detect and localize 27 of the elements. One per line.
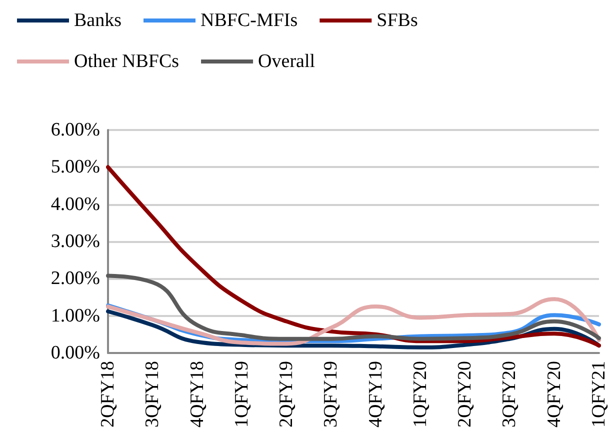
- legend-label: Other NBFCs: [74, 51, 180, 72]
- y-tick-label: 4.00%: [50, 194, 100, 215]
- x-tick-label: 4QFY20: [544, 361, 565, 428]
- x-tick-label: 2QFY20: [454, 361, 476, 428]
- y-tick-label: 5.00%: [50, 156, 100, 178]
- legend-label: Banks: [74, 10, 122, 31]
- x-tick-label: 3QFY18: [142, 361, 164, 428]
- x-tick-label: 4QFY19: [365, 361, 386, 428]
- x-tick-label: 3QFY19: [320, 361, 342, 428]
- x-tick-label: 1QFY20: [410, 361, 431, 428]
- legend-label: Overall: [258, 51, 316, 72]
- y-tick-label: 6.00%: [50, 120, 100, 140]
- line-series: [106, 165, 601, 348]
- line-series: [106, 297, 601, 346]
- y-tick-label: 0.00%: [50, 342, 100, 364]
- x-tick-label: 2QFY18: [98, 361, 118, 428]
- x-tick-label: 1QFY21: [588, 361, 610, 428]
- legend-label: NBFC-MFIs: [200, 10, 298, 31]
- line-series: [106, 274, 601, 341]
- x-tick-label: 2QFY19: [276, 361, 298, 428]
- x-tick-label: 1QFY19: [231, 361, 252, 428]
- legend-label: SFBs: [376, 10, 418, 31]
- x-tick-label: 4QFY18: [186, 361, 208, 428]
- y-tick-label: 3.00%: [50, 231, 100, 252]
- x-tick-label: 3QFY20: [499, 361, 520, 428]
- y-tick-label: 2.00%: [50, 268, 100, 290]
- y-tick-label: 1.00%: [50, 305, 100, 326]
